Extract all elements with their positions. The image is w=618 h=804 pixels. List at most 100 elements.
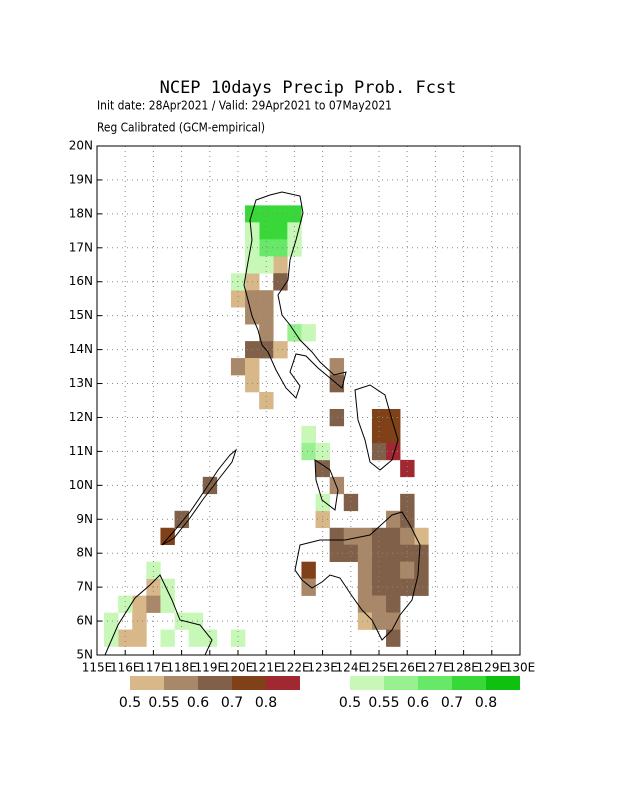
wet-level-label: 0.8 xyxy=(475,695,497,711)
x-tick-label: 115E xyxy=(82,661,113,675)
dry-cell xyxy=(132,595,147,613)
dry-cell xyxy=(386,629,401,647)
axes-layer: 115E116E117E118E119E120E121E122E123E124E… xyxy=(69,139,536,675)
x-tick-label: 118E xyxy=(166,661,197,675)
wet-cell xyxy=(245,222,260,240)
dry-swatch xyxy=(232,676,266,690)
coastline xyxy=(104,191,421,656)
x-tick-label: 130E xyxy=(505,661,536,675)
dry-cell xyxy=(329,358,345,376)
dry-cell xyxy=(386,442,401,461)
x-tick-label: 125E xyxy=(364,661,395,675)
dry-cell xyxy=(259,290,274,308)
y-tick-label: 19N xyxy=(69,172,93,186)
dry-cell xyxy=(371,408,387,427)
dry-cell xyxy=(146,578,161,596)
title: NCEP 10days Precip Prob. Fcst xyxy=(160,78,457,98)
dry-cell xyxy=(386,561,401,579)
wet-cell xyxy=(259,256,274,274)
dry-swatch xyxy=(198,676,232,690)
dry-level-label: 0.6 xyxy=(187,695,209,711)
dry-level-label: 0.7 xyxy=(221,695,243,711)
dry-cell xyxy=(315,459,330,478)
dry-cell xyxy=(329,476,345,495)
wet-cell xyxy=(273,222,288,240)
wet-cell xyxy=(160,595,175,613)
wet-cell xyxy=(104,629,119,647)
dry-cell xyxy=(329,408,345,427)
x-tick-label: 127E xyxy=(420,661,451,675)
dry-cell xyxy=(414,561,429,579)
dry-cell xyxy=(400,459,415,478)
dry-cell xyxy=(371,578,387,596)
map-frame xyxy=(96,145,521,656)
dry-level-label: 0.8 xyxy=(255,695,277,711)
dry-swatch xyxy=(266,676,300,690)
wet-cell xyxy=(104,612,119,630)
dry-cell xyxy=(132,612,147,630)
dry-cell xyxy=(414,544,429,562)
y-tick-label: 12N xyxy=(69,410,93,424)
y-tick-label: 11N xyxy=(69,444,93,458)
y-tick-label: 9N xyxy=(76,512,93,526)
wet-cell xyxy=(259,239,274,257)
dry-cell xyxy=(118,629,133,647)
dry-cell xyxy=(174,510,189,529)
dry-cell xyxy=(357,595,373,613)
dry-cell xyxy=(386,510,401,529)
x-tick-label: 120E xyxy=(223,661,254,675)
wet-cell xyxy=(287,205,302,223)
dry-cell xyxy=(400,561,415,579)
wet-cell xyxy=(273,239,288,257)
dry-cell xyxy=(357,612,373,630)
wet-swatch xyxy=(350,676,384,690)
dry-cell xyxy=(202,476,218,495)
wet-cell xyxy=(160,629,175,647)
y-tick-label: 14N xyxy=(69,342,93,356)
dry-cell xyxy=(386,544,401,562)
dry-cell xyxy=(386,612,401,630)
dry-cell xyxy=(273,273,288,291)
wet-cell xyxy=(287,239,302,257)
dry-cell xyxy=(259,307,274,325)
dry-cell xyxy=(357,544,373,562)
dry-swatch xyxy=(164,676,198,690)
x-tick-label: 121E xyxy=(251,661,282,675)
dry-cell xyxy=(343,493,359,512)
dry-cell xyxy=(343,544,359,562)
x-tick-label: 124E xyxy=(336,661,367,675)
dry-cell xyxy=(386,425,401,444)
y-tick-label: 13N xyxy=(69,376,93,390)
wet-cell xyxy=(301,442,316,461)
dry-cell xyxy=(301,561,316,579)
x-tick-label: 119E xyxy=(195,661,226,675)
dry-cell xyxy=(371,561,387,579)
wet-cell xyxy=(118,595,133,613)
wet-swatch xyxy=(486,676,520,690)
wet-cell xyxy=(259,205,274,223)
y-tick-label: 6N xyxy=(76,614,93,628)
wet-swatch xyxy=(384,676,418,690)
dry-cell xyxy=(371,425,387,444)
negros xyxy=(314,459,339,511)
wet-cell xyxy=(273,205,288,223)
y-tick-label: 18N xyxy=(69,206,93,220)
dry-cell xyxy=(245,358,260,376)
wet-level-label: 0.6 xyxy=(407,695,429,711)
x-tick-label: 123E xyxy=(307,661,338,675)
samar-leyte xyxy=(354,384,399,471)
y-tick-label: 5N xyxy=(76,648,93,662)
dry-cell xyxy=(386,578,401,596)
dry-cell xyxy=(230,290,246,308)
dry-cell xyxy=(371,544,387,562)
y-tick-label: 16N xyxy=(69,274,93,288)
palawan xyxy=(161,448,238,546)
x-tick-label: 129E xyxy=(477,661,508,675)
wet-cell xyxy=(146,561,161,579)
dry-level-label: 0.5 xyxy=(119,695,141,711)
dry-cell xyxy=(386,527,401,546)
dry-cell xyxy=(414,578,429,596)
x-tick-label: 116E xyxy=(110,661,141,675)
y-tick-label: 7N xyxy=(76,580,93,594)
